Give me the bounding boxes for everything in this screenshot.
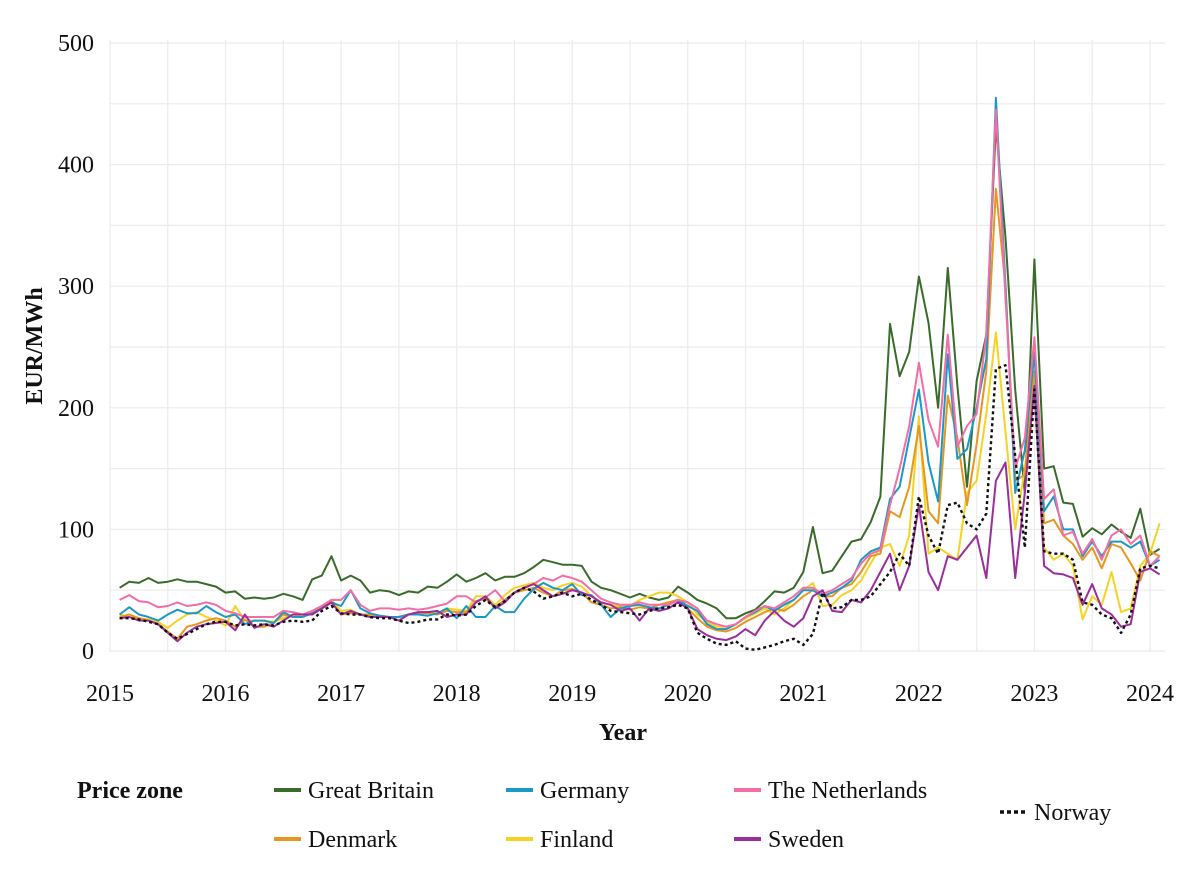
x-axis-title: Year bbox=[599, 720, 647, 746]
x-tick-label: 2018 bbox=[433, 681, 481, 707]
y-axis-title: EUR/MWh bbox=[22, 287, 48, 404]
x-tick-label: 2023 bbox=[1010, 681, 1058, 707]
series-line-norway bbox=[119, 364, 1160, 651]
x-tick-label: 2016 bbox=[202, 681, 250, 707]
x-tick-label: 2024 bbox=[1126, 681, 1174, 707]
legend-label: Sweden bbox=[768, 827, 844, 853]
y-axis-ticks: 0 100 200 300 400 500 bbox=[58, 31, 94, 665]
legend-label: Great Britain bbox=[308, 778, 434, 804]
y-tick-label: 500 bbox=[58, 31, 94, 57]
y-tick-label: 400 bbox=[58, 153, 94, 179]
legend-item-germany: Germany bbox=[506, 778, 629, 804]
x-tick-label: 2019 bbox=[548, 681, 596, 707]
y-tick-label: 100 bbox=[58, 517, 94, 543]
series-line-finland bbox=[119, 331, 1161, 629]
legend-label: Germany bbox=[540, 778, 629, 804]
grid-lines bbox=[109, 40, 1165, 652]
legend-label: Denmark bbox=[308, 827, 397, 853]
legend-label: Norway bbox=[1034, 800, 1111, 826]
series-line-germany bbox=[118, 96, 1161, 631]
legend-title: Price zone bbox=[77, 778, 183, 804]
series-line-sweden bbox=[119, 384, 1161, 643]
x-tick-label: 2017 bbox=[317, 681, 365, 707]
y-tick-label: 0 bbox=[82, 639, 94, 665]
y-tick-label: 200 bbox=[58, 396, 94, 422]
legend-item-sweden: Sweden bbox=[734, 827, 844, 853]
legend-items: Great Britain Denmark Finland Germany The Ne… bbox=[274, 778, 1111, 853]
x-axis-ticks: 2015 2016 2017 2018 2019 2020 2021 2022 2023 2024 bbox=[86, 681, 1174, 707]
y-tick-label: 300 bbox=[58, 274, 94, 300]
series-line-great-britain bbox=[119, 124, 1161, 620]
series-line-the-netherlands bbox=[119, 108, 1161, 628]
x-tick-label: 2022 bbox=[895, 681, 943, 707]
legend: Price zone Great Britain Denmark Finland Ge… bbox=[77, 778, 1111, 853]
legend-item-great-britain: Great Britain bbox=[274, 778, 434, 804]
legend-item-the-netherlands: The Netherlands bbox=[734, 778, 927, 804]
legend-label: The Netherlands bbox=[768, 778, 927, 804]
legend-item-finland: Finland bbox=[506, 827, 613, 853]
series-lines bbox=[118, 96, 1161, 651]
x-tick-label: 2020 bbox=[664, 681, 712, 707]
legend-item-norway: Norway bbox=[1000, 800, 1111, 826]
x-tick-label: 2021 bbox=[779, 681, 827, 707]
legend-item-denmark: Denmark bbox=[274, 827, 397, 853]
x-tick-label: 2015 bbox=[86, 681, 134, 707]
legend-label: Finland bbox=[540, 827, 613, 853]
